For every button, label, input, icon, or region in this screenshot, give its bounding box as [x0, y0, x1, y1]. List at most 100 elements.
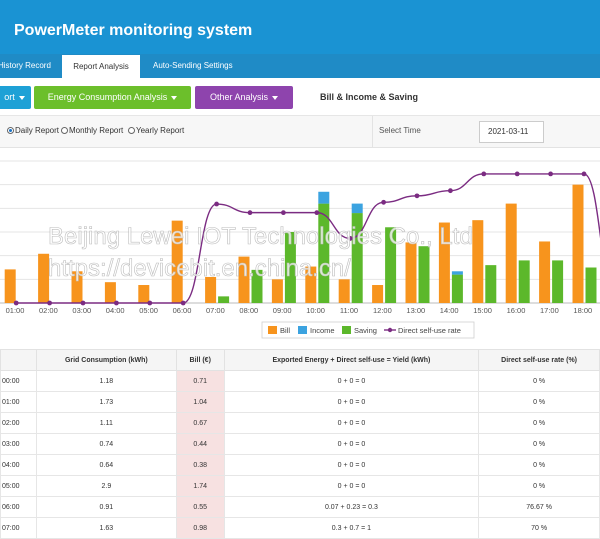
self-use-rate-point — [448, 188, 453, 194]
x-tick-label: 09:00 — [273, 306, 292, 315]
self-use-rate-point — [214, 201, 220, 207]
table-cell-self-use-rate: 76.67 % — [478, 496, 600, 518]
table-cell-bill: 1.04 — [175, 391, 225, 413]
self-use-rate-point — [381, 199, 386, 205]
table-header-time — [0, 349, 37, 371]
x-tick-label: 02:00 — [39, 306, 58, 315]
table-cell-yield: 0 + 0 = 0 — [223, 433, 480, 455]
saving-bar — [251, 269, 263, 303]
self-use-rate-point — [347, 236, 353, 241]
table-cell-grid-consumption: 0.91 — [35, 496, 177, 518]
table-cell-time: 05:00 — [0, 475, 37, 497]
table-cell-self-use-rate: 0 % — [478, 391, 600, 413]
table-row: 06:00 0.91 0.55 0.07 + 0.23 = 0.3 76.67 % — [0, 496, 600, 518]
self-use-rate-point — [514, 171, 520, 177]
radio-daily-report[interactable]: Daily Report — [7, 126, 59, 135]
table-cell-grid-consumption: 0.74 — [35, 433, 177, 455]
saving-bar — [552, 260, 564, 303]
x-tick-label: 04:00 — [106, 306, 125, 315]
report-heading: Bill & Income & Saving — [320, 92, 419, 102]
caret-down-icon — [171, 95, 178, 100]
bill-bar — [438, 222, 450, 303]
tab-history-record[interactable]: History Record — [0, 61, 51, 70]
bill-bar — [71, 271, 83, 303]
x-tick-label: 06:00 — [173, 306, 192, 315]
saving-bar — [385, 227, 397, 303]
x-tick-label: 08:00 — [239, 306, 258, 315]
bill-income-saving-chart: 01:00 02:00 03:00 04:00 05:00 06:00 07:00 08:00… — [0, 149, 600, 343]
table-cell-time: 04:00 — [0, 454, 37, 476]
bill-bar — [405, 242, 417, 303]
x-tick-label: 11:00 — [340, 306, 358, 315]
saving-bar — [318, 203, 330, 303]
table-cell-time: 01:00 — [0, 391, 37, 413]
x-tick-label: 12:00 — [373, 306, 392, 315]
app-title: PowerMeter monitoring system — [14, 22, 253, 39]
table-cell-grid-consumption: 1.18 — [35, 370, 177, 392]
table-cell-self-use-rate: 0 % — [478, 370, 600, 392]
radio-monthly-report[interactable]: Monthly Report — [61, 126, 123, 135]
date-input[interactable]: 2021-03-11 — [479, 121, 544, 143]
other-analysis-button[interactable]: Other Analysis — [195, 86, 293, 109]
energy-consumption-label: Energy Consumption Analysis — [47, 92, 168, 102]
daily-report-label: Daily Report — [15, 126, 60, 135]
saving-bar — [585, 267, 597, 303]
bill-bar — [38, 253, 50, 303]
table-cell-yield: 0 + 0 = 0 — [223, 391, 480, 413]
table-cell-grid-consumption: 2.9 — [35, 475, 177, 497]
legend-direct-self-use-rate-label: Direct self-use rate — [398, 326, 461, 335]
self-use-rate-point — [314, 210, 320, 216]
x-tick-label: 13:00 — [406, 306, 425, 315]
table-header-bill: Bill (€) — [175, 349, 225, 371]
table-cell-time: 02:00 — [0, 412, 37, 434]
table-cell-time: 03:00 — [0, 433, 37, 455]
table-cell-bill: 0.44 — [175, 433, 225, 455]
bill-bar — [238, 256, 250, 303]
x-tick-label: 07:00 — [206, 306, 225, 315]
self-use-rate-point — [47, 300, 52, 306]
report-type-button[interactable]: ort — [0, 86, 31, 109]
x-tick-label: 18:00 — [573, 306, 592, 315]
self-use-rate-point — [247, 210, 253, 216]
bill-bar — [338, 279, 350, 303]
tab-auto-sending-settings[interactable]: Auto-Sending Settings — [153, 61, 233, 70]
radio-yearly-report[interactable]: Yearly Report — [128, 126, 184, 135]
table-cell-self-use-rate: 0 % — [478, 412, 600, 434]
saving-bar — [518, 260, 530, 303]
table-cell-time: 00:00 — [0, 370, 37, 392]
tab-bar: History Record Report Analysis Auto-Send… — [0, 54, 600, 78]
bill-bar — [505, 203, 517, 303]
legend-bill-label: Bill — [280, 326, 290, 335]
bill-bar — [104, 282, 116, 303]
table-cell-self-use-rate: 70 % — [478, 517, 600, 539]
table-cell-self-use-rate: 0 % — [478, 454, 600, 476]
report-filter-bar: Daily Report Monthly Report Yearly Repor… — [0, 116, 600, 148]
bill-bar — [171, 220, 183, 303]
energy-consumption-analysis-button[interactable]: Energy Consumption Analysis — [34, 86, 191, 109]
chart-svg: 01:00 02:00 03:00 04:00 05:00 06:00 07:00 08:00… — [0, 160, 600, 339]
table-header-grid-consumption: Grid Consumption (kWh) — [35, 349, 177, 371]
legend-saving-swatch — [342, 326, 351, 334]
self-use-rate-point — [147, 300, 153, 306]
table-cell-grid-consumption: 1.73 — [35, 391, 177, 413]
saving-bar — [218, 296, 230, 303]
bill-bar — [305, 266, 317, 303]
tab-report-analysis[interactable]: Report Analysis — [62, 55, 140, 78]
x-tick-label: 10:00 — [306, 306, 325, 315]
self-use-rate-point — [80, 300, 86, 306]
x-tick-label: 05:00 — [139, 306, 158, 315]
self-use-rate-point — [180, 300, 186, 306]
table-header-yield: Exported Energy + Direct self-use = Yiel… — [223, 349, 480, 371]
caret-down-icon — [272, 95, 279, 100]
self-use-rate-point — [581, 171, 587, 177]
self-use-rate-point — [548, 171, 553, 177]
income-bar — [451, 271, 463, 275]
radio-unchecked-icon — [61, 127, 68, 134]
saving-bar — [418, 246, 430, 303]
table-cell-yield: 0 + 0 = 0 — [223, 454, 480, 476]
